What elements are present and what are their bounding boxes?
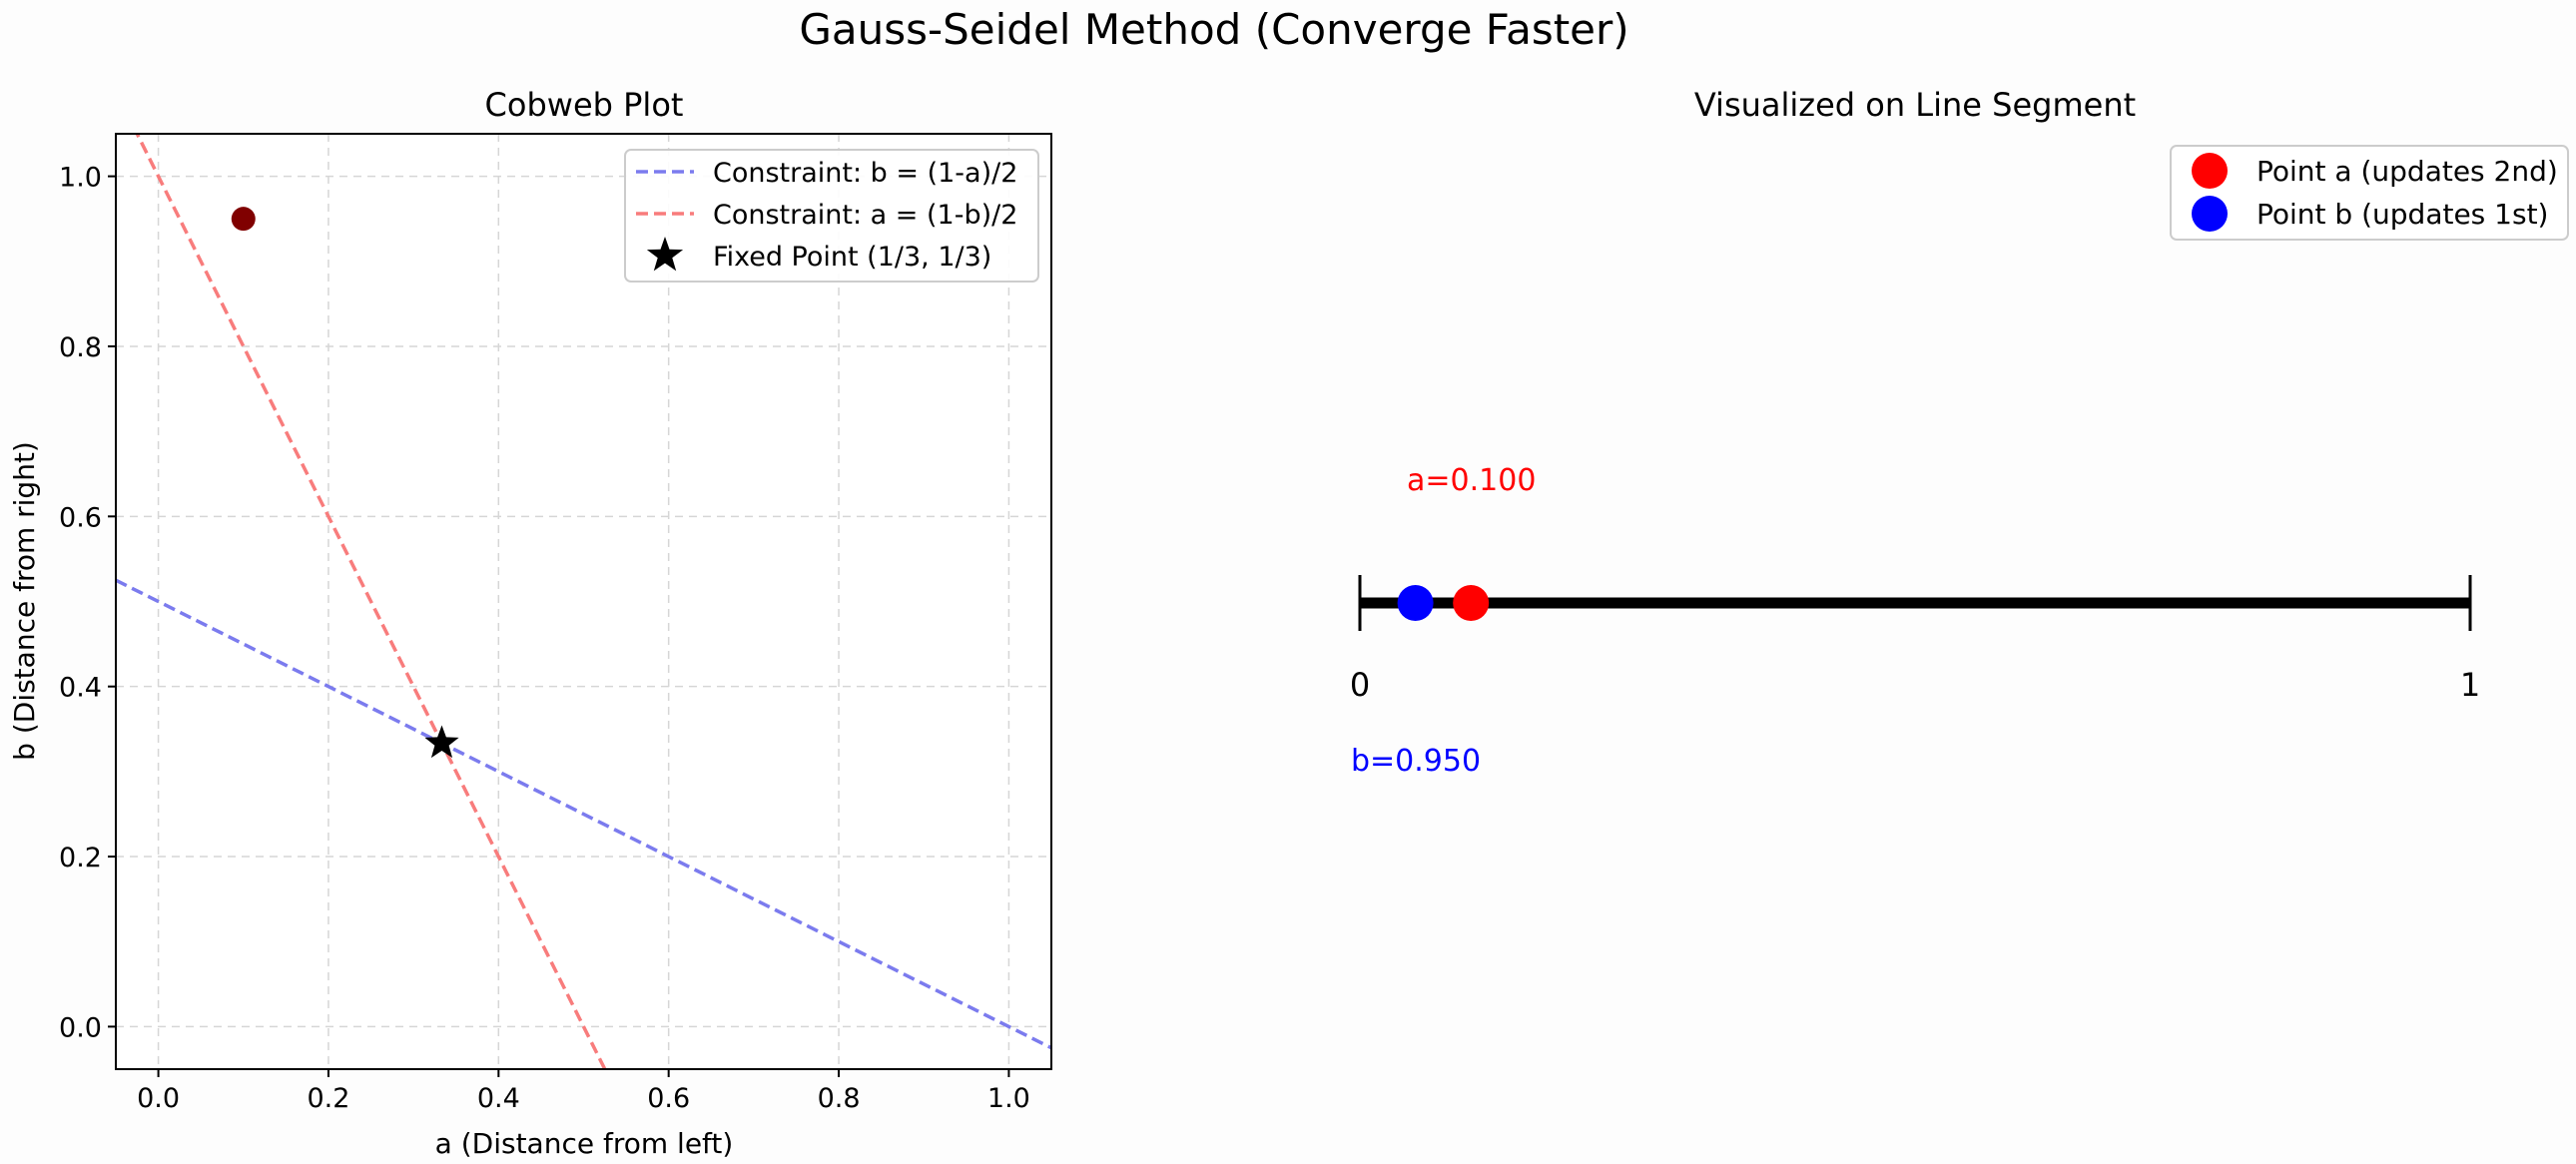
cobweb-plot-frame — [115, 133, 1052, 1070]
cobweb-grid — [116, 134, 1051, 1069]
cobweb-plot-title: Cobweb Plot — [485, 86, 684, 124]
y-tick-label: 0.8 — [59, 332, 102, 363]
y-tick-label: 0.6 — [59, 502, 102, 533]
x-tick-label: 0.4 — [477, 1083, 520, 1114]
cobweb-marks — [231, 207, 459, 759]
y-tick-label: 0.0 — [59, 1012, 102, 1043]
y-tick-label: 1.0 — [59, 163, 102, 194]
cobweb-lines — [116, 134, 1051, 1069]
cobweb-xlabel: a (Distance from left) — [435, 1127, 734, 1160]
legend-star-icon — [646, 237, 684, 272]
cobweb-ylabel: b (Distance from right) — [8, 441, 41, 761]
legend-point-b-marker — [2192, 196, 2228, 232]
cobweb-legend: Constraint: b = (1-a)/2 Constraint: a = … — [624, 149, 1039, 283]
point-a-value-label: a=0.100 — [1407, 463, 1536, 498]
legend-point-b-label: Point b (updates 1st) — [2256, 198, 2548, 231]
legend-point-a-marker — [2192, 153, 2228, 189]
y-tick-label: 0.2 — [59, 843, 102, 873]
point-b-value-label: b=0.950 — [1351, 744, 1481, 779]
x-tick-label: 0.6 — [647, 1083, 690, 1114]
cobweb-plot: Cobweb Plot 0.0 0.2 0.4 0.6 0.8 1.00.00.20.40… — [8, 86, 1052, 1160]
constraint-a-line — [135, 134, 607, 1069]
point-a-marker — [1453, 585, 1490, 621]
legend-point-a-label: Point a (updates 2nd) — [2256, 155, 2558, 188]
current-point — [231, 207, 256, 232]
segment-tick-label-0: 0 — [1350, 666, 1370, 704]
segment-plot-title: Visualized on Line Segment — [1694, 86, 2136, 124]
segment-legend: Point a (updates 2nd) Point b (updates 1… — [2170, 145, 2569, 241]
segment-content — [1358, 575, 2472, 631]
cobweb-plot-area — [116, 134, 1051, 1069]
constraint-b-line — [116, 578, 1051, 1050]
figure-title: Gauss-Seidel Method (Converge Faster) — [799, 5, 1628, 54]
point-b-marker — [1397, 585, 1434, 621]
legend-star-label: Fixed Point (1/3, 1/3) — [713, 242, 991, 273]
fixed-point-star-icon — [424, 725, 459, 759]
segment-plot: Visualized on Line Segment 0 1 a=0.100 b… — [1350, 86, 2569, 779]
segment-tick-label-1: 1 — [2460, 666, 2480, 704]
legend-blue-line-label: Constraint: b = (1-a)/2 — [713, 158, 1017, 189]
cobweb-ticks: 0.0 0.2 0.4 0.6 0.8 1.0 0.0 0.2 0.4 0.6 0.8 1.0 — [59, 163, 1030, 1114]
segment-legend-box — [2170, 145, 2569, 241]
legend-red-line-label: Constraint: a = (1-b)/2 — [713, 200, 1017, 231]
x-tick-label: 1.0 — [987, 1083, 1030, 1114]
x-tick-label: 0.0 — [137, 1083, 180, 1114]
x-tick-label: 0.2 — [307, 1083, 349, 1114]
y-tick-label: 0.4 — [59, 673, 102, 704]
x-tick-label: 0.8 — [818, 1083, 861, 1114]
cobweb-legend-box — [624, 149, 1039, 283]
